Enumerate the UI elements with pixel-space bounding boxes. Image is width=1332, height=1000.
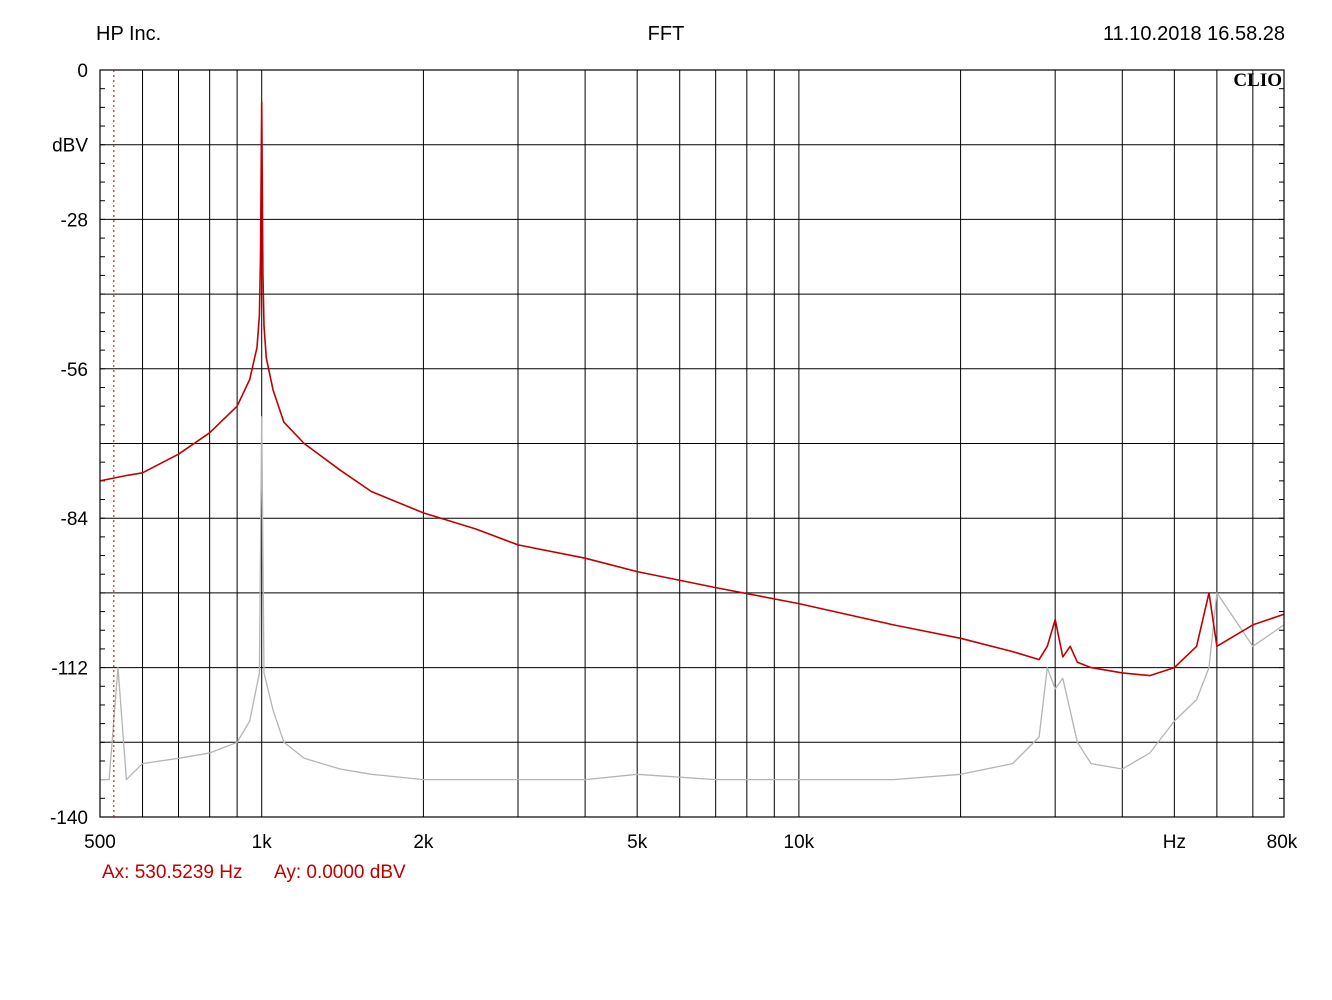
- x-tick-labels: 500 1k 2k 5k 10k Hz 80k: [84, 832, 1298, 853]
- x-tick-label: Hz: [1163, 832, 1186, 853]
- series-line-primary: [99, 101, 1285, 677]
- y-tick-label: -140: [50, 808, 88, 829]
- series-line-secondary: [100, 416, 1285, 781]
- x-tick-label: 2k: [413, 832, 434, 853]
- y-tick-labels: 0 dBV -28 -56 -84 -112 -140: [50, 61, 88, 829]
- x-tick-label: 10k: [784, 832, 815, 853]
- plot-frame: [99, 69, 1285, 818]
- cursor-x-readout: Ax: 530.5239 Hz: [102, 862, 242, 883]
- brand-logo: CLIO: [1233, 70, 1282, 91]
- y-tick-label: -112: [51, 659, 88, 680]
- y-tick-label: -28: [61, 210, 88, 231]
- x-tick-label: 80k: [1267, 832, 1298, 853]
- y-tick-label: -56: [61, 360, 88, 381]
- grid-layer: [99, 69, 1285, 818]
- series-layer: [99, 101, 1285, 781]
- x-tick-label: 500: [84, 832, 116, 853]
- y-tick-label: dBV: [52, 136, 88, 157]
- cursor-y-readout: Ay: 0.0000 dBV: [274, 862, 406, 883]
- y-tick-label: 0: [77, 61, 88, 82]
- chart-title: FFT: [647, 23, 685, 45]
- x-tick-label: 1k: [252, 832, 273, 853]
- y-tick-label: -84: [61, 509, 89, 530]
- x-tick-label: 5k: [627, 832, 648, 853]
- header-timestamp: 11.10.2018 16.58.28: [1102, 23, 1285, 45]
- header-company: HP Inc.: [96, 23, 162, 45]
